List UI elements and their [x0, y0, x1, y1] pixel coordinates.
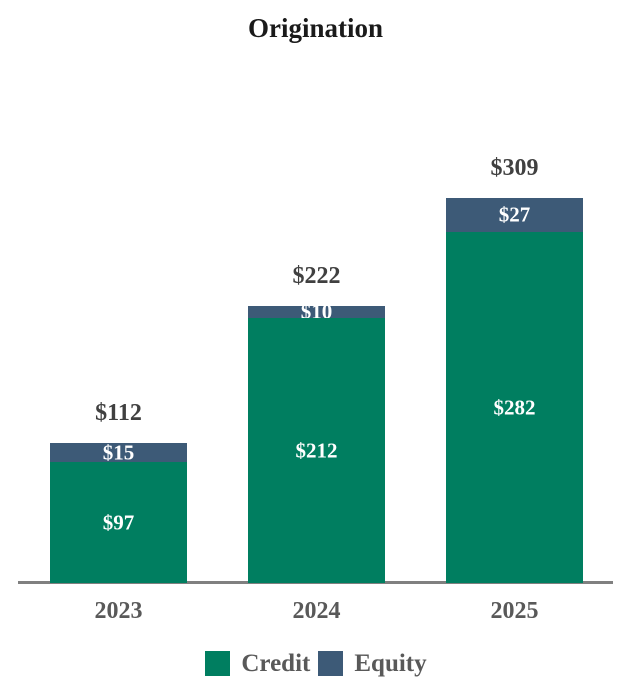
segment-equity-2024: $10 — [248, 306, 385, 322]
plot-area: $15 $97 $112 2023 $10 $212 $222 2024 $27 $282 $309… — [18, 0, 613, 624]
equity-swatch-icon — [318, 651, 344, 676]
segment-credit-2023: $97 — [50, 462, 187, 583]
bar-2024: $10 $212 — [248, 306, 385, 583]
segment-equity-2023: $15 — [50, 443, 187, 464]
legend: Credit Equity — [0, 651, 632, 676]
x-axis-label-2025: 2025 — [490, 598, 539, 624]
chart-title: Origination — [247, 13, 383, 43]
legend-label-credit: Credit — [241, 650, 311, 677]
bar-2023: $15 $97 — [50, 443, 187, 583]
legend-label-equity: Equity — [354, 650, 427, 677]
segment-credit-2025: $282 — [446, 232, 583, 583]
credit-value-label: $282 — [493, 395, 536, 419]
total-label-2023: $112 — [95, 400, 142, 426]
bar-2025: $27 $282 — [446, 198, 583, 583]
segment-equity-2025: $27 — [446, 198, 583, 232]
credit-value-label: $212 — [295, 438, 338, 462]
legend-item-equity: Equity — [318, 650, 427, 677]
credit-swatch-icon — [205, 651, 231, 676]
equity-value-label: $27 — [498, 202, 531, 227]
total-label-2024: $222 — [292, 263, 341, 289]
credit-value-label: $97 — [102, 510, 135, 534]
equity-value-label: $15 — [102, 443, 135, 464]
x-axis-label-2024: 2024 — [292, 598, 341, 624]
total-label-2025: $309 — [490, 155, 539, 181]
x-axis-label-2023: 2023 — [94, 598, 143, 624]
legend-item-credit: Credit — [205, 651, 310, 676]
segment-credit-2024: $212 — [248, 318, 385, 583]
